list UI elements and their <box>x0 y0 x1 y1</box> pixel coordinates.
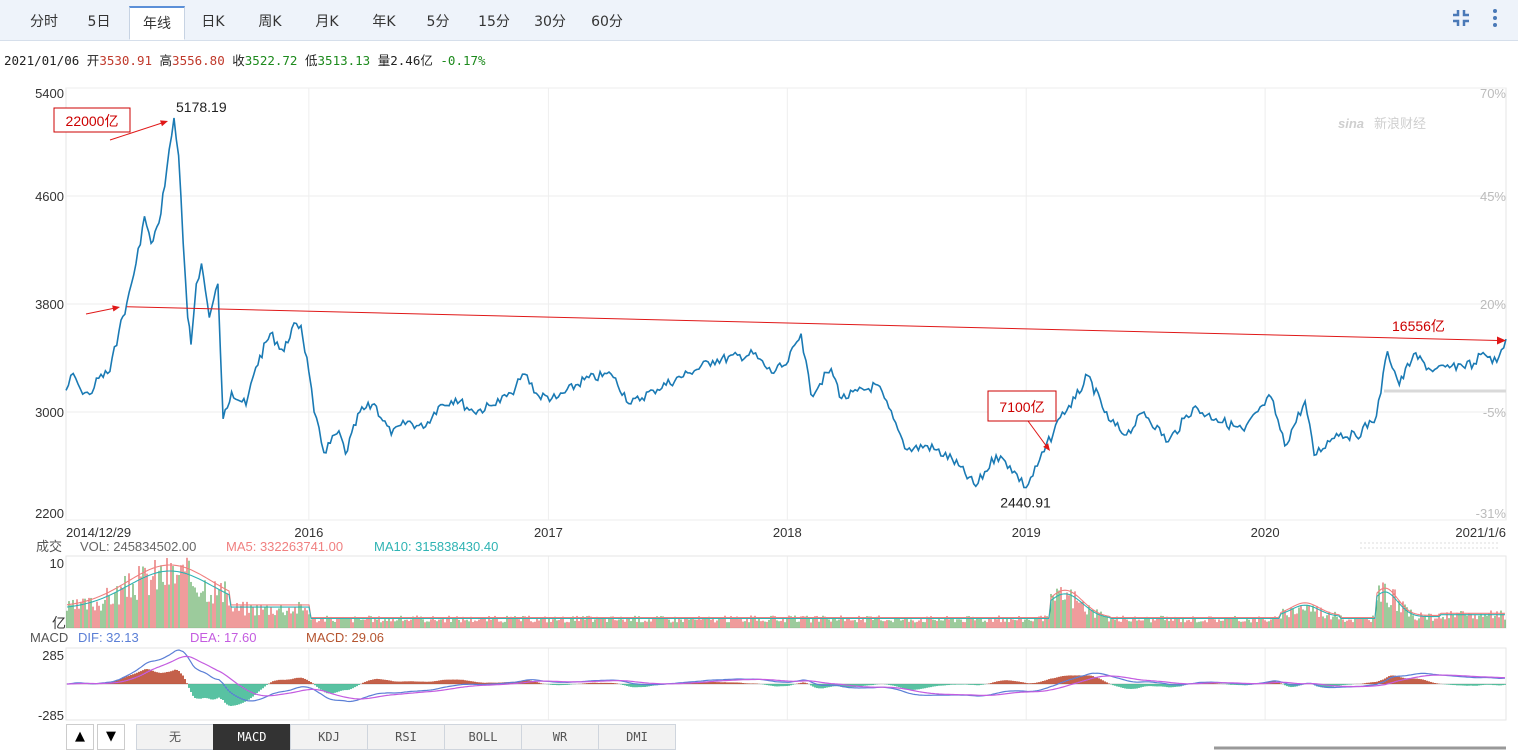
x-tick-label: 2017 <box>534 525 563 540</box>
price-line <box>65 117 1507 489</box>
ma5-line <box>66 564 1505 619</box>
dif-line <box>66 649 1506 703</box>
indicator-tab-boll[interactable]: BOLL <box>444 724 522 750</box>
collapse-icon[interactable] <box>1450 7 1472 34</box>
tab-15min[interactable]: 15分 <box>478 14 510 30</box>
tab-daily-k[interactable]: 日K <box>201 14 225 30</box>
scroll-down-button[interactable]: ▼ <box>97 724 125 750</box>
trend-arrowhead <box>1497 336 1506 345</box>
high-value: 3556.80 <box>172 53 225 68</box>
sina-logo: sina <box>1338 116 1364 131</box>
change-percent: -0.17% <box>440 53 486 68</box>
close-label: 收 <box>232 53 245 68</box>
annotation-peak-volume: 22000亿 <box>66 113 119 129</box>
y-tick-label: 2200 <box>35 506 64 521</box>
y-tick-label: 3000 <box>35 405 64 420</box>
high-value-label: 5178.19 <box>176 99 227 115</box>
annotation-current-volume: 16556亿 <box>1392 318 1445 334</box>
macd-top-tick: 285 <box>42 648 64 663</box>
tab-yearline[interactable]: 年线 <box>129 6 185 40</box>
x-tick-label: 2018 <box>773 525 802 540</box>
low-label: 低 <box>305 53 318 68</box>
tab-intraday[interactable]: 分时 <box>30 14 58 30</box>
pct-tick-label: 70% <box>1480 86 1506 101</box>
tab-60min[interactable]: 60分 <box>591 14 623 30</box>
watermark-text: 新浪财经 <box>1374 116 1426 131</box>
open-label: 开 <box>86 53 100 68</box>
pct-tick-label: 20% <box>1480 297 1506 312</box>
annotation-bottom-volume: 7100亿 <box>999 399 1044 415</box>
high-label: 高 <box>159 53 173 68</box>
indicator-tab-kdj[interactable]: KDJ <box>290 724 368 750</box>
volume-label: 量 <box>377 53 391 68</box>
annotation-arrow-bottom <box>1027 420 1047 447</box>
annotation-arrow-peak-head <box>160 120 168 127</box>
tab-weekly-k[interactable]: 周K <box>258 14 282 30</box>
low-value-label: 2440.91 <box>1000 495 1051 511</box>
dea-readout: DEA: 17.60 <box>190 630 257 645</box>
y-tick-label: 4600 <box>35 189 64 204</box>
x-end-label: 2021/1/6 <box>1455 525 1506 540</box>
indicator-tab-wr[interactable]: WR <box>521 724 599 750</box>
annotation-arrow-bottom-head <box>1043 443 1050 451</box>
tab-5min[interactable]: 5分 <box>426 14 450 30</box>
close-value: 3522.72 <box>244 53 298 68</box>
dif-readout: DIF: 32.13 <box>78 630 139 645</box>
macd-bottom-tick: -285 <box>38 708 64 723</box>
indicator-tab-rsi[interactable]: RSI <box>367 724 445 750</box>
open-value: 3530.91 <box>99 53 152 68</box>
indicator-tab-macd[interactable]: MACD <box>213 724 291 750</box>
annotation-arrow-start-head <box>112 305 120 312</box>
dea-line <box>67 655 1506 700</box>
indicator-tab-dmi[interactable]: DMI <box>598 724 676 750</box>
pct-tick-label: -5% <box>1483 405 1507 420</box>
macd-title: MACD <box>30 630 68 645</box>
trend-line <box>126 306 1499 341</box>
annotation-box-peak <box>53 107 131 133</box>
pct-tick-label: -31% <box>1476 506 1507 521</box>
tab-yearly-k[interactable]: 年K <box>372 14 396 30</box>
ma10-line <box>66 570 1505 620</box>
annotation-box-bottom <box>987 390 1057 422</box>
x-tick-label: 2016 <box>294 525 323 540</box>
vol-readout: VOL: 245834502.00 <box>80 539 196 554</box>
volume-unit-label: 亿 <box>52 615 66 631</box>
tab-monthly-k[interactable]: 月K <box>315 14 339 30</box>
quote-date: 2021/01/06 <box>4 53 80 68</box>
quote-line: 2021/01/06 开3530.91 高3556.80 收3522.72 低3… <box>4 50 486 69</box>
period-tab-bar: 分时 5日 年线 日K 周K 月K 年K 5分 15分 30分 60分 <box>0 0 1518 41</box>
volume-title: 成交 <box>36 539 62 554</box>
tab-30min[interactable]: 30分 <box>534 14 566 30</box>
volume-frame <box>65 555 1507 629</box>
ma10-readout: MA10: 315838430.40 <box>374 539 498 554</box>
ma5-readout: MA5: 332263741.00 <box>226 539 343 554</box>
y-tick-label: 3800 <box>35 297 64 312</box>
more-options-icon[interactable] <box>1490 7 1500 34</box>
volume-value: 2.46亿 <box>390 53 433 68</box>
annotation-arrow-peak <box>109 122 163 141</box>
x-tick-label: 2019 <box>1012 525 1041 540</box>
pct-tick-label: 45% <box>1480 189 1506 204</box>
scroll-up-button[interactable]: ▲ <box>66 724 94 750</box>
macd-readout: MACD: 29.06 <box>306 630 384 645</box>
tab-5day[interactable]: 5日 <box>87 14 111 30</box>
volume-max-tick: 10 <box>50 556 64 571</box>
annotation-arrow-start <box>85 307 115 315</box>
x-tick-label: 2020 <box>1251 525 1280 540</box>
y-tick-label: 5400 <box>35 86 64 101</box>
x-start-label: 2014/12/29 <box>66 525 131 540</box>
indicator-tab-none[interactable]: 无 <box>136 724 214 750</box>
low-value: 3513.13 <box>317 53 371 68</box>
